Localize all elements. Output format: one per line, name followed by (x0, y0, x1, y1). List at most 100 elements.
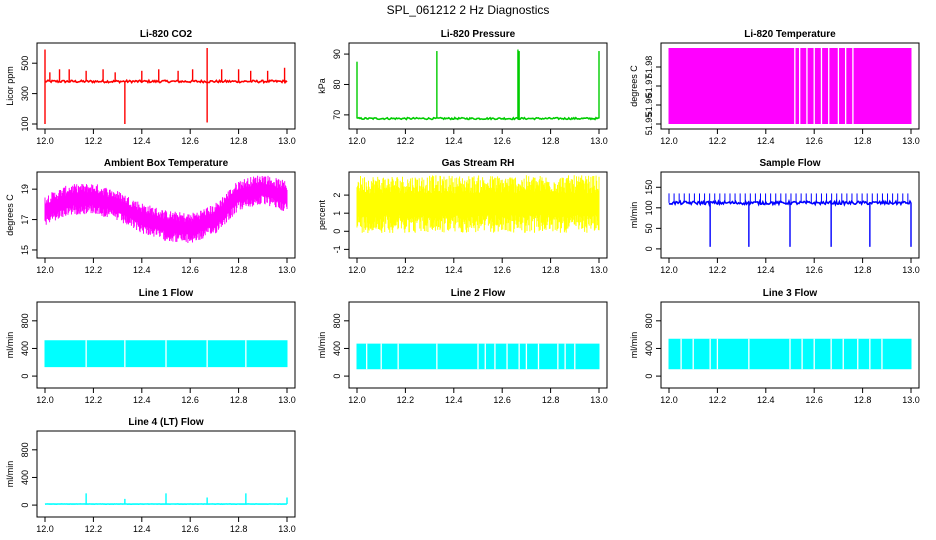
x-tick-label: 12.4 (445, 136, 463, 146)
series-6 (44, 340, 288, 368)
x-tick-label: 12.0 (660, 395, 678, 405)
panel-7: Line 2 Flow 12.0 12.2 12.4 12.6 12.8 13.0 0 400 8… (317, 288, 608, 405)
y-axis-label: ml/min (629, 202, 639, 229)
y-tick-label: 500 (20, 56, 30, 71)
panel-8: Line 3 Flow 12.0 12.2 12.4 12.6 12.8 13.0 0 400 8… (629, 288, 920, 405)
y-tick-label: 90 (332, 49, 342, 59)
x-tick-label: 13.0 (278, 395, 296, 405)
y-tick-label: 400 (20, 341, 30, 356)
plot-frame (660, 171, 920, 259)
y-tick-label: 19 (20, 184, 30, 194)
x-tick-label: 12.2 (85, 395, 103, 405)
x-tick-label: 13.0 (590, 265, 608, 275)
x-tick-label: 12.4 (133, 265, 151, 275)
plot-frame (36, 301, 296, 389)
plot-frame (36, 171, 296, 259)
chart-title: Line 1 Flow (139, 288, 194, 299)
series-2 (668, 48, 912, 124)
x-tick-label: 13.0 (902, 395, 920, 405)
series-0 (44, 48, 288, 124)
x-tick-label: 12.0 (348, 136, 366, 146)
panel-5: Sample Flow 12.0 12.2 12.4 12.6 12.8 13.0 0 50 10… (629, 158, 920, 275)
y-tick-label: 1 (332, 211, 342, 216)
y-tick-label: 0 (332, 229, 342, 234)
chart-title: Ambient Box Temperature (104, 158, 229, 169)
y-axis-label: ml/min (317, 332, 327, 359)
panel-6: Line 1 Flow 12.0 12.2 12.4 12.6 12.8 13.0 0 400 8… (5, 288, 296, 405)
y-tick-label: 100 (644, 200, 654, 215)
series-8 (668, 338, 912, 370)
series-1 (356, 49, 600, 121)
plot-frame (348, 42, 608, 130)
x-tick-label: 12.0 (36, 395, 54, 405)
x-tick-label: 12.4 (445, 395, 463, 405)
panel-0: Li-820 CO2 12.0 12.2 12.4 12.6 12.8 13.0 100 300… (5, 29, 296, 146)
x-tick-label: 12.6 (181, 136, 199, 146)
x-tick-label: 13.0 (278, 265, 296, 275)
x-tick-label: 12.6 (805, 265, 823, 275)
x-tick-label: 12.6 (181, 265, 199, 275)
y-tick-label: 400 (20, 470, 30, 485)
x-tick-label: 12.8 (854, 136, 872, 146)
y-tick-label: 400 (332, 341, 342, 356)
x-tick-label: 13.0 (590, 395, 608, 405)
series-3 (44, 175, 288, 243)
x-tick-label: 12.8 (542, 395, 560, 405)
x-tick-label: 12.6 (181, 395, 199, 405)
x-tick-label: 12.2 (85, 136, 103, 146)
x-tick-label: 13.0 (902, 136, 920, 146)
x-tick-label: 12.6 (493, 136, 511, 146)
y-tick-label: 800 (644, 313, 654, 328)
y-tick-label: 51.98 (644, 56, 654, 79)
series-band (356, 175, 600, 233)
x-tick-label: 12.6 (181, 524, 199, 534)
x-tick-label: 12.8 (230, 265, 248, 275)
y-tick-label: 150 (644, 180, 654, 195)
x-tick-label: 12.2 (85, 265, 103, 275)
figure-title-text: SPL_061212 2 Hz Diagnostics (387, 3, 550, 17)
y-axis-label: degrees C (5, 194, 15, 236)
x-tick-label: 12.4 (133, 524, 151, 534)
y-axis-label: percent (317, 199, 327, 230)
x-tick-label: 12.0 (660, 265, 678, 275)
y-axis-label: degrees C (629, 65, 639, 107)
panel-2: Li-820 Temperature 12.0 12.2 12.4 12.6 12.8 13… (629, 29, 920, 146)
plot-frame (660, 301, 920, 389)
y-tick-label: -1 (332, 245, 342, 253)
chart-title: Sample Flow (759, 158, 820, 169)
y-tick-label: 80 (332, 79, 342, 89)
x-tick-label: 12.4 (133, 136, 151, 146)
y-tick-label: 0 (332, 374, 342, 379)
series-band (356, 343, 600, 370)
plot-frame (36, 430, 296, 518)
plot-frame (36, 42, 296, 130)
x-tick-label: 12.4 (133, 395, 151, 405)
x-tick-label: 12.8 (542, 136, 560, 146)
y-tick-label: 800 (20, 442, 30, 457)
x-tick-label: 12.2 (85, 524, 103, 534)
x-tick-label: 12.8 (542, 265, 560, 275)
x-tick-label: 12.8 (230, 524, 248, 534)
chart-title: Line 4 (LT) Flow (128, 417, 204, 428)
x-tick-label: 13.0 (278, 524, 296, 534)
x-tick-label: 12.0 (348, 395, 366, 405)
x-tick-label: 12.6 (493, 265, 511, 275)
y-tick-label: 0 (20, 503, 30, 508)
y-tick-label: 800 (332, 313, 342, 328)
series-4 (356, 175, 600, 233)
x-tick-label: 13.0 (278, 136, 296, 146)
y-tick-label: 0 (644, 246, 654, 251)
x-tick-label: 12.8 (230, 136, 248, 146)
series-line (44, 78, 288, 85)
x-tick-label: 12.0 (36, 265, 54, 275)
x-tick-label: 12.2 (709, 265, 727, 275)
series-band (44, 175, 288, 243)
y-tick-label: 17 (20, 215, 30, 225)
x-tick-label: 12.4 (757, 136, 775, 146)
x-tick-label: 12.2 (397, 395, 415, 405)
panel-9: Line 4 (LT) Flow 12.0 12.2 12.4 12.6 12.8 13.0… (5, 417, 296, 534)
chart-title: Line 3 Flow (763, 288, 818, 299)
series-9 (44, 493, 288, 506)
x-tick-label: 12.8 (854, 395, 872, 405)
chart-title: Li-820 Pressure (441, 29, 516, 40)
